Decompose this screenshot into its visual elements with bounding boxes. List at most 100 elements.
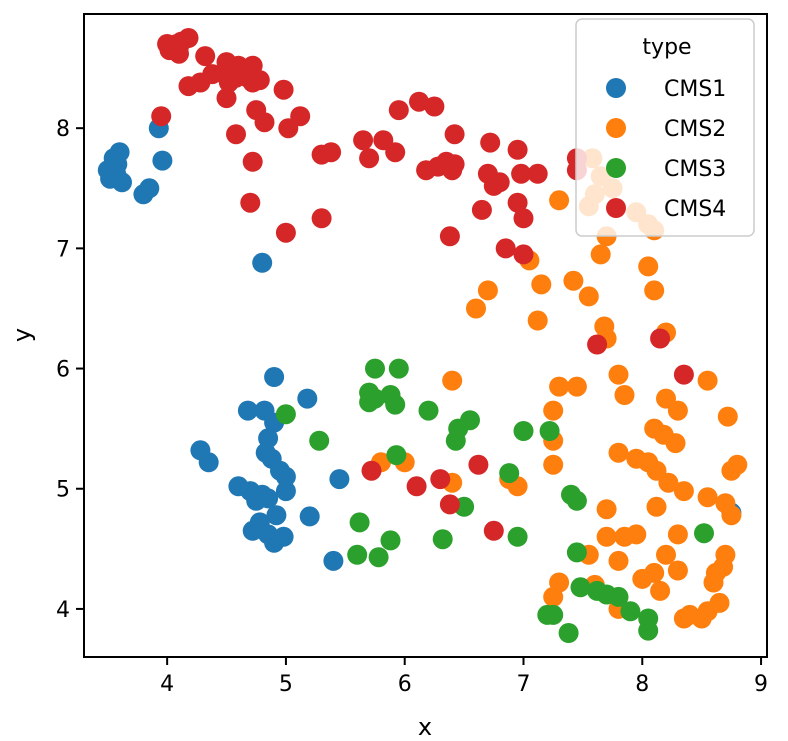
data-point-cms3-18 [566,490,587,511]
data-point-cms1-6 [106,163,127,184]
legend-label-cms1: CMS1 [664,77,726,102]
data-point-cms2-12 [477,280,498,301]
data-point-cms1-12 [264,367,285,387]
data-point-cms2-28 [442,370,463,391]
data-point-cms1-18 [255,442,276,463]
data-point-cms4-46 [444,154,465,175]
data-point-cms1-21 [275,481,296,502]
data-point-cms4-41 [444,124,465,145]
data-point-cms2-70 [650,580,671,601]
data-point-cms2-16 [563,270,584,291]
data-point-cms4-35 [359,148,380,169]
data-point-cms1-8 [139,178,160,199]
data-point-cms1-20 [275,466,296,487]
data-point-cms3-21 [380,530,401,551]
data-point-cms2-41 [673,481,694,502]
data-point-cms3-22 [432,529,453,550]
data-point-cms4-58 [495,238,516,259]
data-point-cms1-35 [299,506,320,527]
data-point-cms4-33 [321,142,342,163]
data-point-cms4-65 [361,460,382,481]
data-point-cms3-37 [694,523,714,544]
legend-marker-cms4 [606,198,626,218]
data-point-cms2-13 [466,298,486,319]
data-point-cms2-31 [697,370,718,391]
data-point-cms4-57 [513,208,534,229]
data-point-cms4-70 [483,520,504,541]
data-point-cms1-26 [228,476,249,497]
data-point-cms2-79 [543,586,564,607]
data-point-cms3-16 [499,463,520,484]
data-point-cms4-29 [240,192,261,213]
data-point-cms4-53 [507,139,528,160]
data-point-cms4-27 [226,124,246,145]
data-point-cms3-9 [418,400,439,421]
data-point-cms3-7 [275,404,296,425]
data-point-cms2-59 [667,524,688,545]
data-point-cms2-56 [596,526,617,547]
data-point-cms4-26 [151,106,172,127]
x-tick-label-6: 6 [398,672,412,697]
data-point-cms4-38 [388,100,409,121]
data-point-cms4-15 [218,72,239,93]
legend-label-cms4: CMS4 [664,197,726,222]
data-point-cms4-48 [480,132,501,153]
data-point-cms4-19 [249,70,270,91]
y-tick-label-7: 7 [56,237,70,262]
data-point-cms2-17 [578,286,599,307]
x-tick-label-9: 9 [754,672,768,697]
data-point-cms3-33 [638,620,659,641]
x-tick-label-8: 8 [635,672,649,697]
data-point-cms3-13 [513,421,534,441]
data-point-cms3-14 [539,421,560,441]
data-point-cms2-21 [644,280,665,301]
y-tick-label-5: 5 [56,478,70,503]
data-point-cms4-39 [409,91,429,112]
data-point-cms1-28 [198,452,219,473]
data-point-cms4-20 [273,79,294,100]
data-point-cms3-20 [349,512,370,533]
legend-marker-cms3 [606,158,626,178]
data-point-cms4-37 [385,142,406,163]
data-point-cms2-67 [608,550,629,571]
data-point-cms4-62 [587,334,608,355]
legend-box [575,18,755,237]
data-point-cms4-67 [430,469,451,490]
legend-label-cms3: CMS3 [664,157,726,182]
data-point-cms2-55 [596,499,617,520]
data-point-cms2-35 [665,433,686,454]
data-point-cms3-25 [368,547,389,568]
data-point-cms3-27 [570,577,591,598]
y-axis-label: y [8,328,36,342]
data-point-cms1-37 [329,469,350,490]
data-point-cms4-5 [178,28,199,48]
data-point-cms1-36 [297,388,318,409]
data-point-cms3-36 [558,623,579,643]
data-point-cms4-69 [468,454,489,475]
data-point-cms3-11 [460,410,480,431]
data-point-cms4-64 [673,364,694,385]
data-point-cms1-34 [273,526,294,547]
data-point-cms2-26 [566,376,587,397]
data-point-cms3-8 [309,430,330,451]
points-layer [97,28,748,643]
data-point-cms4-21 [216,88,237,109]
data-point-cms1-38 [323,550,344,571]
data-point-cms3-12 [445,430,466,451]
data-point-cms2-72 [703,572,724,593]
data-point-cms4-66 [406,476,427,497]
data-point-cms2-23 [608,364,629,385]
legend-title: type [642,35,691,60]
data-point-cms4-6 [169,43,189,64]
data-point-cms3-35 [543,604,564,625]
data-point-cms4-23 [254,112,275,133]
data-point-cms2-25 [549,376,570,397]
data-point-cms4-31 [311,208,332,229]
data-point-cms2-60 [656,544,676,565]
data-point-cms4-52 [471,199,492,220]
data-point-cms2-51 [721,505,742,526]
data-point-cms2-40 [658,472,679,493]
data-point-cms2-36 [608,442,629,463]
data-point-cms1-29 [266,505,287,526]
data-point-cms2-15 [527,310,548,331]
